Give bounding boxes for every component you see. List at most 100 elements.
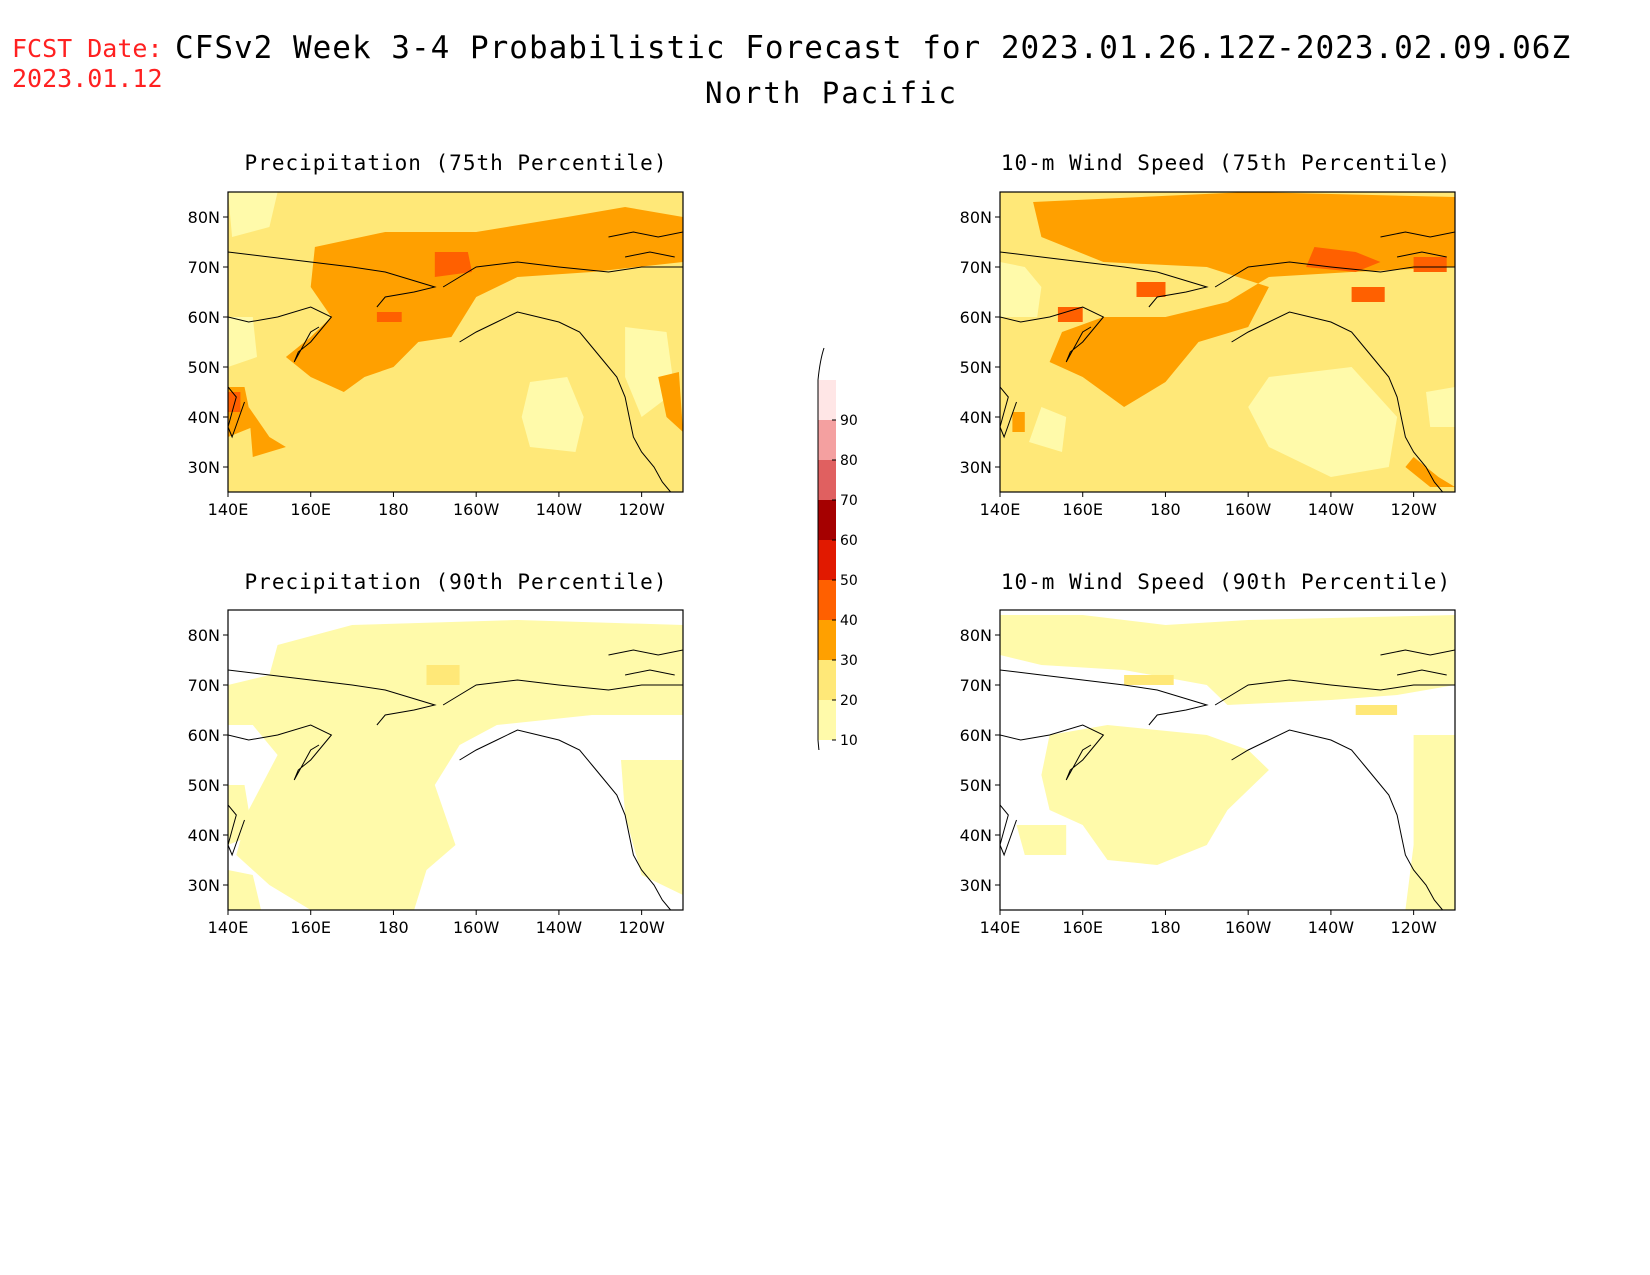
lat-tick-label: 50N	[188, 776, 220, 795]
lat-tick-label: 80N	[960, 626, 992, 645]
probability-contour	[1351, 287, 1385, 302]
colorbar-swatch	[818, 620, 836, 660]
panel-title-precip75: Precipitation (75th Percentile)	[244, 151, 668, 175]
map-wind75: 140E 160E 180 160W 140W 120W 80N 70N 60N 50N 40N 30…	[960, 191, 1456, 518]
coastline	[608, 231, 683, 238]
probability-contour	[658, 372, 683, 432]
probability-contour	[1057, 307, 1083, 322]
lon-tick-label: 140W	[536, 918, 583, 937]
lon-tick-label: 120W	[618, 500, 665, 518]
colorbar-swatch	[818, 700, 836, 740]
map-frame	[227, 191, 684, 493]
probability-contour	[434, 252, 472, 277]
probability-contour	[228, 620, 683, 910]
coastline	[1000, 724, 1105, 781]
lon-tick-label: 140E	[208, 500, 249, 518]
lon-tick-label: 120W	[618, 918, 665, 937]
coastline	[1000, 804, 1017, 857]
probability-contour	[1029, 407, 1067, 452]
probability-contour	[228, 785, 253, 845]
map-frame	[999, 191, 1456, 493]
coastline	[1214, 261, 1455, 288]
probability-contour	[1248, 367, 1398, 477]
colorbar-label: 80	[840, 453, 858, 469]
probability-contour	[228, 192, 278, 237]
coastline	[608, 649, 683, 656]
lon-tick-label: 160E	[290, 918, 331, 937]
probability-contour	[1124, 675, 1174, 685]
coastline	[228, 669, 437, 726]
colorbar-label: 70	[840, 493, 858, 509]
coastline	[442, 261, 683, 288]
colorbar-swatch	[818, 380, 836, 420]
main-title: CFSv2 Week 3-4 Probabilistic Forecast fo…	[175, 30, 1572, 66]
lon-tick-label: 160W	[453, 918, 500, 937]
colorbar-label: 20	[840, 693, 858, 709]
colorbar-label: 30	[840, 653, 858, 669]
colorbar-swatch	[818, 540, 836, 580]
coastline	[1397, 251, 1447, 258]
lat-tick-label: 40N	[960, 826, 992, 845]
lat-tick-label: 60N	[188, 726, 220, 745]
lon-tick-label: 140E	[980, 918, 1021, 937]
lat-tick-label: 40N	[188, 826, 220, 845]
coastline	[1380, 231, 1455, 238]
lat-tick-label: 60N	[960, 308, 992, 327]
lon-tick-label: 140W	[1308, 918, 1355, 937]
probability-contour	[1413, 257, 1447, 272]
lon-tick-label: 160E	[1062, 500, 1103, 518]
probability-contour	[228, 392, 241, 412]
probability-contour	[1355, 705, 1398, 715]
colorbar-swatch	[818, 460, 836, 500]
colorbar-tail	[817, 739, 820, 750]
colorbar-label: 40	[840, 613, 858, 629]
lon-tick-label: 120W	[1390, 918, 1437, 937]
colorbar-swatch	[818, 660, 836, 700]
map-frame	[227, 609, 684, 911]
colorbar-head	[817, 347, 825, 381]
lat-tick-label: 70N	[188, 258, 220, 277]
region-title: North Pacific	[705, 76, 958, 110]
probability-contour	[228, 870, 262, 910]
map-precip75: 140E 160E 180 160W 140W 120W 80N 70N 60N 50N 40N 30…	[188, 191, 684, 518]
probability-contour	[621, 760, 683, 895]
lon-tick-label: 140W	[1308, 500, 1355, 518]
probability-contour	[1426, 387, 1455, 427]
lon-tick-label: 160W	[1225, 918, 1272, 937]
coastline	[459, 729, 671, 910]
lat-tick-label: 50N	[188, 358, 220, 377]
lat-tick-label: 70N	[960, 676, 992, 695]
coastline	[442, 679, 683, 706]
coastline	[228, 804, 245, 857]
coastline	[1397, 669, 1447, 676]
probability-contour	[248, 407, 286, 457]
lat-tick-label: 70N	[960, 258, 992, 277]
coastline	[625, 669, 675, 676]
lat-tick-label: 40N	[960, 408, 992, 427]
lon-tick-label: 180	[378, 918, 409, 937]
probability-contour	[1136, 282, 1166, 297]
coastline	[1380, 649, 1455, 656]
lat-tick-label: 80N	[960, 208, 992, 227]
lon-tick-label: 180	[1150, 918, 1181, 937]
lat-tick-label: 30N	[960, 876, 992, 895]
probability-contour	[285, 207, 683, 392]
coastline	[1214, 679, 1455, 706]
probability-contour	[1405, 457, 1455, 487]
lon-tick-label: 160E	[1062, 918, 1103, 937]
probability-contour	[426, 665, 460, 685]
coastline	[228, 386, 245, 439]
coastline	[1000, 306, 1105, 363]
probability-contour	[1033, 192, 1455, 407]
lon-tick-label: 160E	[290, 500, 331, 518]
coastline	[1231, 311, 1443, 492]
lat-tick-label: 60N	[960, 726, 992, 745]
lat-tick-label: 60N	[188, 308, 220, 327]
lon-tick-label: 180	[1150, 500, 1181, 518]
coastline	[625, 251, 675, 258]
colorbar-swatch	[818, 500, 836, 540]
colorbar: 10 20 30 40 50 60 70 80 90	[817, 347, 858, 750]
lat-tick-label: 30N	[188, 876, 220, 895]
colorbar-swatch	[818, 420, 836, 460]
lat-tick-label: 50N	[960, 776, 992, 795]
